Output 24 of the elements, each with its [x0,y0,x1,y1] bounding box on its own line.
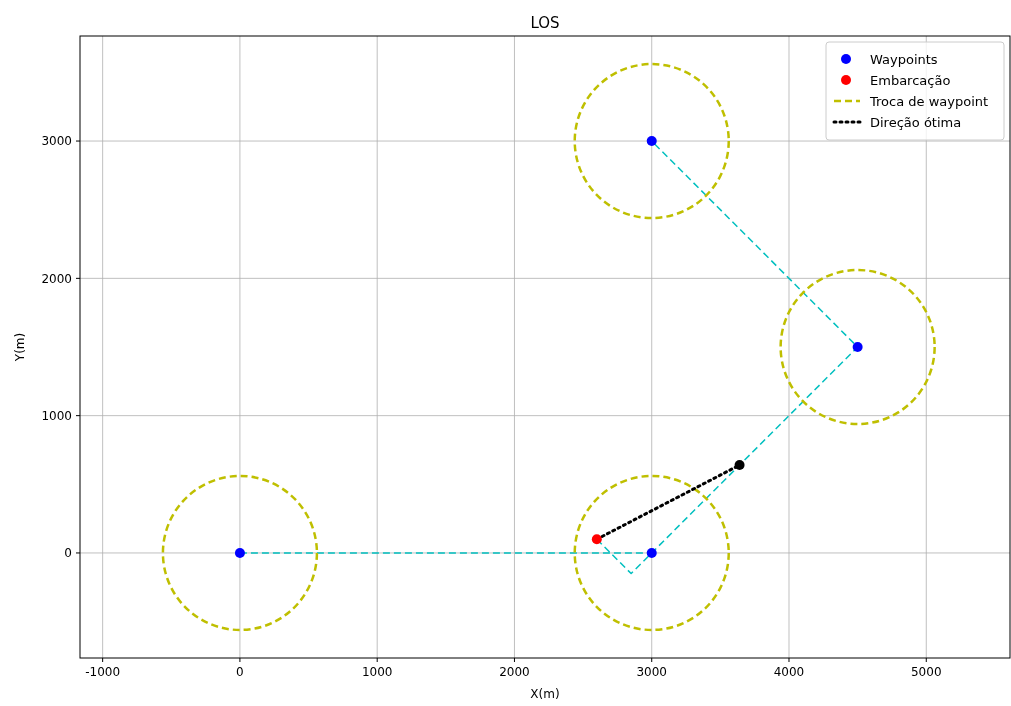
x-tick-label: 1000 [361,665,393,679]
chart-title: LOS [530,14,560,32]
legend-label: Direção ótima [870,114,962,130]
x-tick-label: 3000 [636,665,667,679]
y-tick-label: 1000 [41,408,72,423]
x-axis-title: X(m) [530,687,560,701]
point [852,342,863,352]
legend-label: Embarcação [870,72,951,88]
y-tick-label: 3000 [41,134,72,149]
x-tick-label: 2000 [499,665,530,679]
x-tick-label: 0 [236,665,244,679]
legend-label: Troca de waypoint [869,93,989,109]
point [591,534,602,545]
x-tick-label: -1000 [85,665,121,679]
y-tick-label: 2000 [41,271,72,286]
y-tick-label: 0 [64,546,72,561]
y-axis-title: Y(m) [13,332,27,363]
legend-label: Waypoints [870,51,938,67]
point [646,136,657,147]
point [734,460,745,471]
point [234,547,245,558]
point [646,547,657,558]
x-tick-label: 5000 [910,665,942,679]
x-tick-label: 4000 [773,665,805,679]
